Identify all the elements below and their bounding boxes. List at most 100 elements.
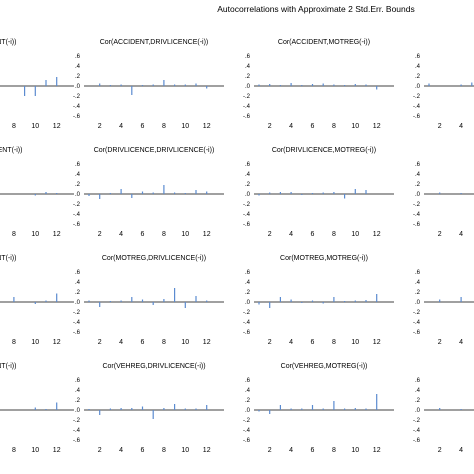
y-tick-label: .4: [75, 64, 81, 70]
acf-bar: [333, 401, 335, 410]
acf-bar: [45, 192, 47, 194]
panel-title: ENT(-i)): [0, 363, 16, 370]
acf-bar: [290, 192, 292, 194]
x-tick-label: 12: [373, 123, 381, 130]
y-tick-label: .6: [415, 378, 421, 384]
x-tick-label: 4: [459, 447, 463, 454]
acf-bar: [152, 192, 154, 194]
y-tick-label: -.6: [73, 438, 81, 444]
y-tick-label: .6: [245, 54, 251, 60]
x-tick-label: 10: [31, 123, 39, 130]
y-tick-label: .2: [415, 290, 421, 296]
x-tick-label: 2: [438, 123, 442, 130]
acf-bar: [311, 193, 314, 194]
acf-bar: [131, 297, 133, 302]
acf-bar: [376, 394, 378, 410]
acf-bar: [439, 408, 441, 410]
acf-bar: [376, 86, 378, 90]
acf-bar: [460, 297, 462, 302]
x-tick-label: 2: [438, 231, 442, 238]
acf-bar: [99, 410, 101, 415]
y-tick-label: -.2: [413, 94, 421, 100]
y-tick-label: -.6: [243, 438, 251, 444]
acf-bar: [258, 302, 260, 305]
acf-bar: [88, 300, 90, 302]
acf-bar: [344, 85, 346, 86]
acf-bar: [290, 299, 292, 302]
x-tick-label: 10: [351, 339, 359, 346]
y-tick-label: .2: [415, 398, 421, 404]
x-tick-label: 2: [268, 339, 272, 346]
y-tick-label: .0: [75, 300, 81, 306]
acf-bar: [269, 410, 271, 414]
y-tick-label: -.2: [243, 418, 251, 424]
x-tick-label: 4: [119, 339, 123, 346]
y-tick-label: -.2: [243, 202, 251, 208]
y-tick-label: -.2: [243, 94, 251, 100]
x-tick-label: 8: [332, 339, 336, 346]
y-tick-label: .6: [415, 162, 421, 168]
acf-bar: [184, 193, 186, 194]
x-tick-label: 6: [141, 231, 145, 238]
acf-bar: [120, 189, 122, 194]
acf-bar: [13, 297, 15, 302]
acf-bar: [311, 84, 314, 86]
acf-bar: [439, 192, 441, 194]
y-tick-label: .4: [415, 388, 421, 394]
panel-title: ENT(-i)): [0, 39, 16, 46]
acf-bar: [311, 405, 314, 410]
acf-bar: [269, 84, 271, 86]
acf-bar: [141, 406, 144, 410]
y-tick-label: .6: [75, 162, 81, 168]
acf-bar: [322, 408, 324, 410]
x-tick-label: 6: [311, 447, 315, 454]
acf-bar: [195, 190, 197, 194]
acf-bar: [354, 300, 356, 302]
acf-bar: [163, 80, 165, 86]
acf-bar: [109, 408, 111, 410]
x-tick-label: 10: [181, 447, 189, 454]
y-tick-label: -.4: [243, 320, 251, 326]
y-tick-label: .0: [415, 192, 421, 198]
y-tick-label: .0: [415, 408, 421, 414]
acf-bar: [88, 194, 90, 196]
x-tick-label: 8: [12, 231, 16, 238]
acf-bar: [195, 408, 197, 410]
y-tick-label: .4: [75, 388, 81, 394]
acf-bar: [184, 302, 186, 308]
y-tick-label: -.2: [413, 418, 421, 424]
x-tick-label: 12: [203, 447, 211, 454]
acf-bar: [258, 410, 260, 412]
y-tick-label: .4: [75, 172, 81, 178]
acf-bar: [195, 296, 197, 302]
acf-bar: [141, 299, 144, 302]
panel-title: Cor(DRIVLICENCE,DRIVLICENCE(-i)): [94, 147, 215, 154]
y-tick-label: .4: [245, 280, 251, 286]
acf-bar: [141, 191, 144, 194]
acf-bar: [301, 194, 303, 195]
x-tick-label: 6: [311, 123, 315, 130]
acf-bar: [301, 302, 303, 303]
y-tick-label: .6: [245, 162, 251, 168]
acf-panel: Cor(VEHREG,DRIVLICENCE(-i)) .6 .4 .2 .0 -.2 -.…: [73, 363, 224, 454]
panel-title: Cor(MOTREG,DRIVLICENCE(-i)): [102, 255, 206, 262]
acf-bar: [34, 194, 36, 196]
acf-bar: [344, 408, 346, 410]
y-tick-label: .0: [245, 192, 251, 198]
y-tick-label: -.2: [413, 310, 421, 316]
y-tick-label: .6: [415, 270, 421, 276]
acf-bar: [206, 300, 208, 302]
x-tick-label: 4: [289, 339, 293, 346]
y-tick-label: -.4: [73, 104, 81, 110]
acf-bar: [322, 192, 324, 194]
x-tick-label: 10: [181, 339, 189, 346]
x-tick-label: 8: [12, 123, 16, 130]
acf-bar: [206, 405, 208, 410]
panel-title: Cor(VEHREG,DRIVLICENCE(-i)): [102, 363, 205, 370]
acf-bar: [131, 408, 133, 410]
acf-bar: [120, 300, 122, 302]
acf-bar: [333, 297, 335, 302]
y-tick-label: .2: [245, 398, 251, 404]
